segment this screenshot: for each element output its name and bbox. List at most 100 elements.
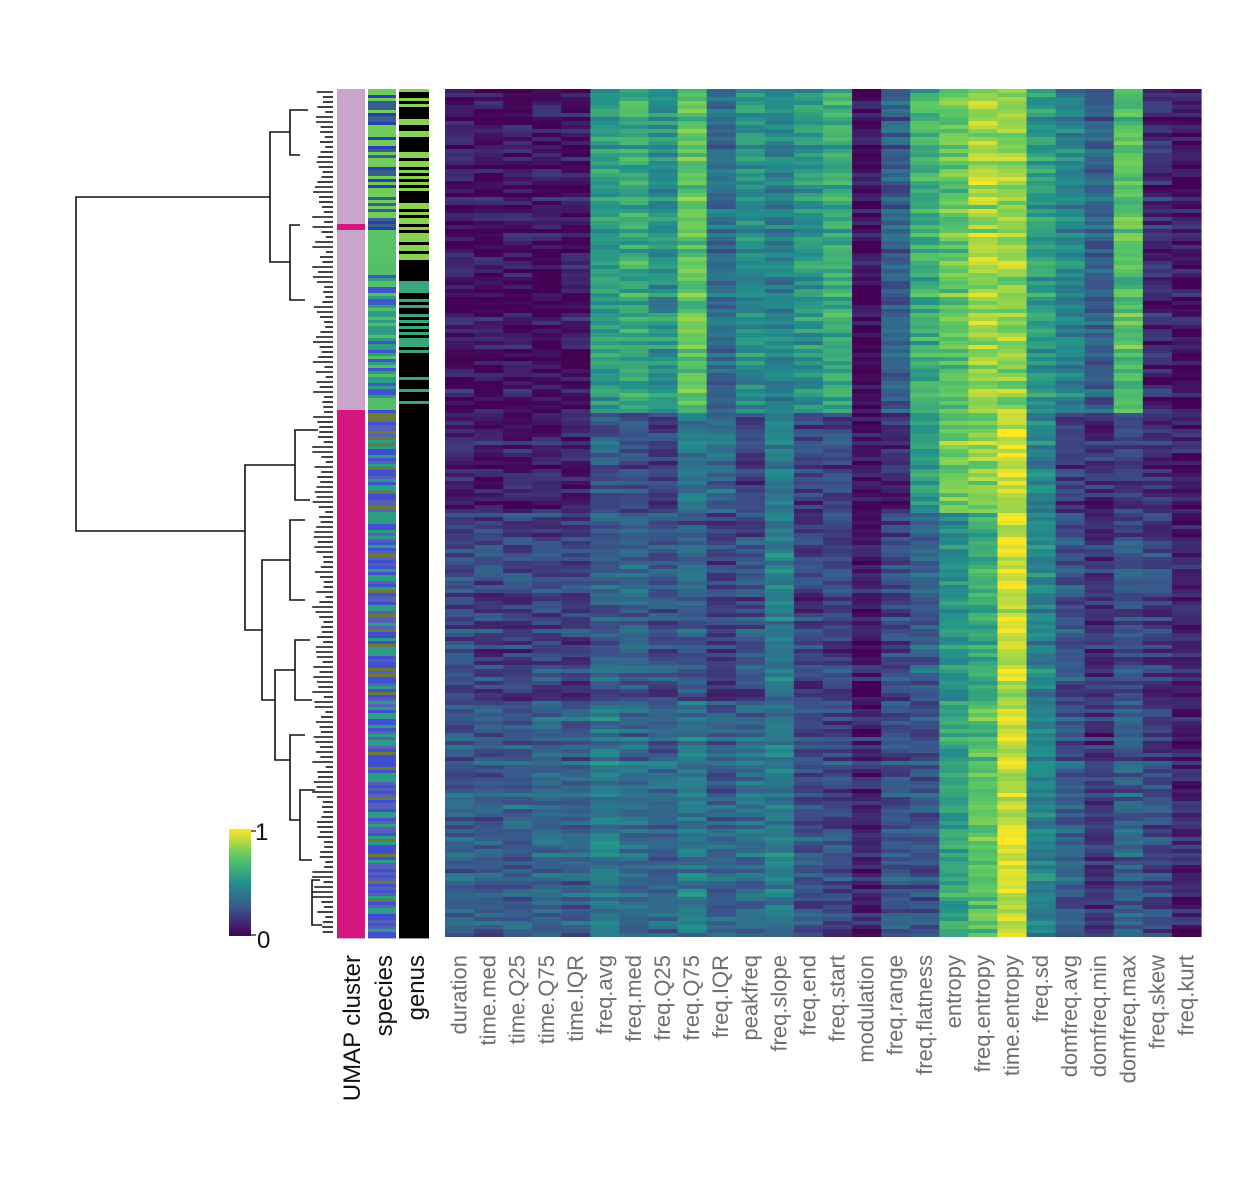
heatmap-cell bbox=[881, 633, 911, 638]
heatmap-cell bbox=[590, 105, 621, 110]
heatmap-cell bbox=[1171, 389, 1202, 394]
heatmap-cell bbox=[590, 157, 621, 162]
umap-cluster-stripe bbox=[337, 872, 365, 876]
heatmap-cell bbox=[445, 613, 475, 618]
heatmap-cell bbox=[561, 141, 591, 146]
heatmap-cell bbox=[1084, 341, 1115, 346]
umap-cluster-stripe bbox=[337, 611, 365, 615]
heatmap-cell bbox=[619, 485, 650, 490]
heatmap-cell bbox=[823, 301, 853, 306]
heatmap-cell bbox=[474, 441, 504, 446]
heatmap-cell bbox=[619, 161, 650, 166]
heatmap-cell bbox=[735, 297, 766, 302]
heatmap-cell bbox=[939, 673, 969, 678]
heatmap-cell bbox=[445, 225, 475, 230]
species-stripe bbox=[368, 218, 396, 222]
heatmap-cell bbox=[1142, 117, 1173, 122]
heatmap-cell bbox=[1055, 277, 1086, 282]
heatmap-cell bbox=[823, 97, 853, 102]
heatmap-cell bbox=[532, 289, 562, 294]
heatmap-cell bbox=[619, 329, 650, 334]
heatmap-cell bbox=[1113, 633, 1144, 638]
heatmap-cell bbox=[619, 401, 650, 406]
heatmap-cell bbox=[1026, 117, 1057, 122]
heatmap-cell bbox=[619, 173, 650, 178]
heatmap-cell bbox=[677, 577, 708, 582]
heatmap-cell bbox=[735, 337, 766, 342]
heatmap-cell bbox=[445, 381, 475, 386]
heatmap-cell bbox=[503, 657, 533, 662]
heatmap-cell bbox=[561, 529, 591, 534]
heatmap-cell bbox=[590, 169, 621, 174]
heatmap-cell bbox=[590, 613, 621, 618]
heatmap-cell bbox=[735, 541, 766, 546]
heatmap-cell bbox=[503, 441, 533, 446]
heatmap-cell bbox=[764, 589, 795, 594]
umap-cluster-stripe bbox=[337, 341, 365, 345]
heatmap-cell bbox=[939, 209, 969, 214]
heatmap-cell bbox=[677, 201, 708, 206]
heatmap-cell bbox=[735, 165, 766, 170]
heatmap-cell bbox=[910, 193, 940, 198]
heatmap-cell bbox=[590, 645, 621, 650]
heatmap-cell bbox=[1142, 361, 1173, 366]
heatmap-cell bbox=[561, 693, 591, 698]
heatmap-cell bbox=[706, 205, 737, 210]
heatmap-cell bbox=[532, 305, 562, 310]
heatmap-cell bbox=[1084, 617, 1115, 622]
species-stripe bbox=[368, 323, 396, 327]
heatmap-cell bbox=[561, 405, 591, 410]
heatmap-cell bbox=[1026, 149, 1057, 154]
heatmap-cell bbox=[445, 285, 475, 290]
heatmap-cell bbox=[445, 313, 475, 318]
heatmap-cell bbox=[764, 657, 795, 662]
heatmap-cell bbox=[561, 289, 591, 294]
heatmap-cell bbox=[677, 225, 708, 230]
heatmap-cell bbox=[561, 281, 591, 286]
umap-cluster-stripe bbox=[337, 104, 365, 108]
heatmap-cell bbox=[1055, 225, 1086, 230]
heatmap-cell bbox=[1142, 121, 1173, 126]
heatmap-cell bbox=[706, 233, 737, 238]
dendrogram bbox=[75, 91, 333, 933]
heatmap-cell bbox=[1055, 377, 1086, 382]
heatmap-cell bbox=[1142, 357, 1173, 362]
heatmap-cell bbox=[1026, 381, 1057, 386]
genus-stripe bbox=[399, 227, 429, 231]
heatmap-cell bbox=[1142, 473, 1173, 478]
heatmap-cell bbox=[1055, 177, 1086, 182]
species-stripe bbox=[368, 923, 396, 927]
heatmap-cell bbox=[706, 245, 737, 250]
heatmap-cell bbox=[852, 193, 882, 198]
heatmap-cell bbox=[590, 381, 621, 386]
heatmap-cell bbox=[764, 529, 795, 534]
genus-stripe bbox=[399, 224, 429, 228]
heatmap-cell bbox=[1142, 349, 1173, 354]
heatmap-cell bbox=[532, 625, 562, 630]
heatmap-cell bbox=[823, 333, 853, 338]
heatmap-cell bbox=[1084, 329, 1115, 334]
genus-stripe bbox=[399, 326, 429, 330]
species-stripe bbox=[368, 557, 396, 561]
species-stripe bbox=[368, 671, 396, 675]
heatmap-cell bbox=[474, 545, 504, 550]
heatmap-cell bbox=[939, 273, 969, 278]
heatmap-cell bbox=[1084, 369, 1115, 374]
heatmap-cell bbox=[474, 289, 504, 294]
heatmap-cell bbox=[1171, 209, 1202, 214]
heatmap-cell bbox=[590, 509, 621, 514]
heatmap-cell bbox=[735, 685, 766, 690]
heatmap-cell bbox=[706, 89, 737, 94]
heatmap-cell bbox=[619, 229, 650, 234]
genus-stripe bbox=[399, 572, 429, 576]
heatmap-cell bbox=[764, 469, 795, 474]
heatmap-cell bbox=[503, 225, 533, 230]
heatmap-cell bbox=[823, 661, 853, 666]
heatmap-cell bbox=[1113, 145, 1144, 150]
heatmap-cell bbox=[735, 693, 766, 698]
heatmap-cell bbox=[910, 477, 940, 482]
heatmap-cell bbox=[910, 585, 940, 590]
heatmap-cell bbox=[852, 337, 882, 342]
heatmap-cell bbox=[532, 225, 562, 230]
heatmap-cell bbox=[852, 637, 882, 642]
